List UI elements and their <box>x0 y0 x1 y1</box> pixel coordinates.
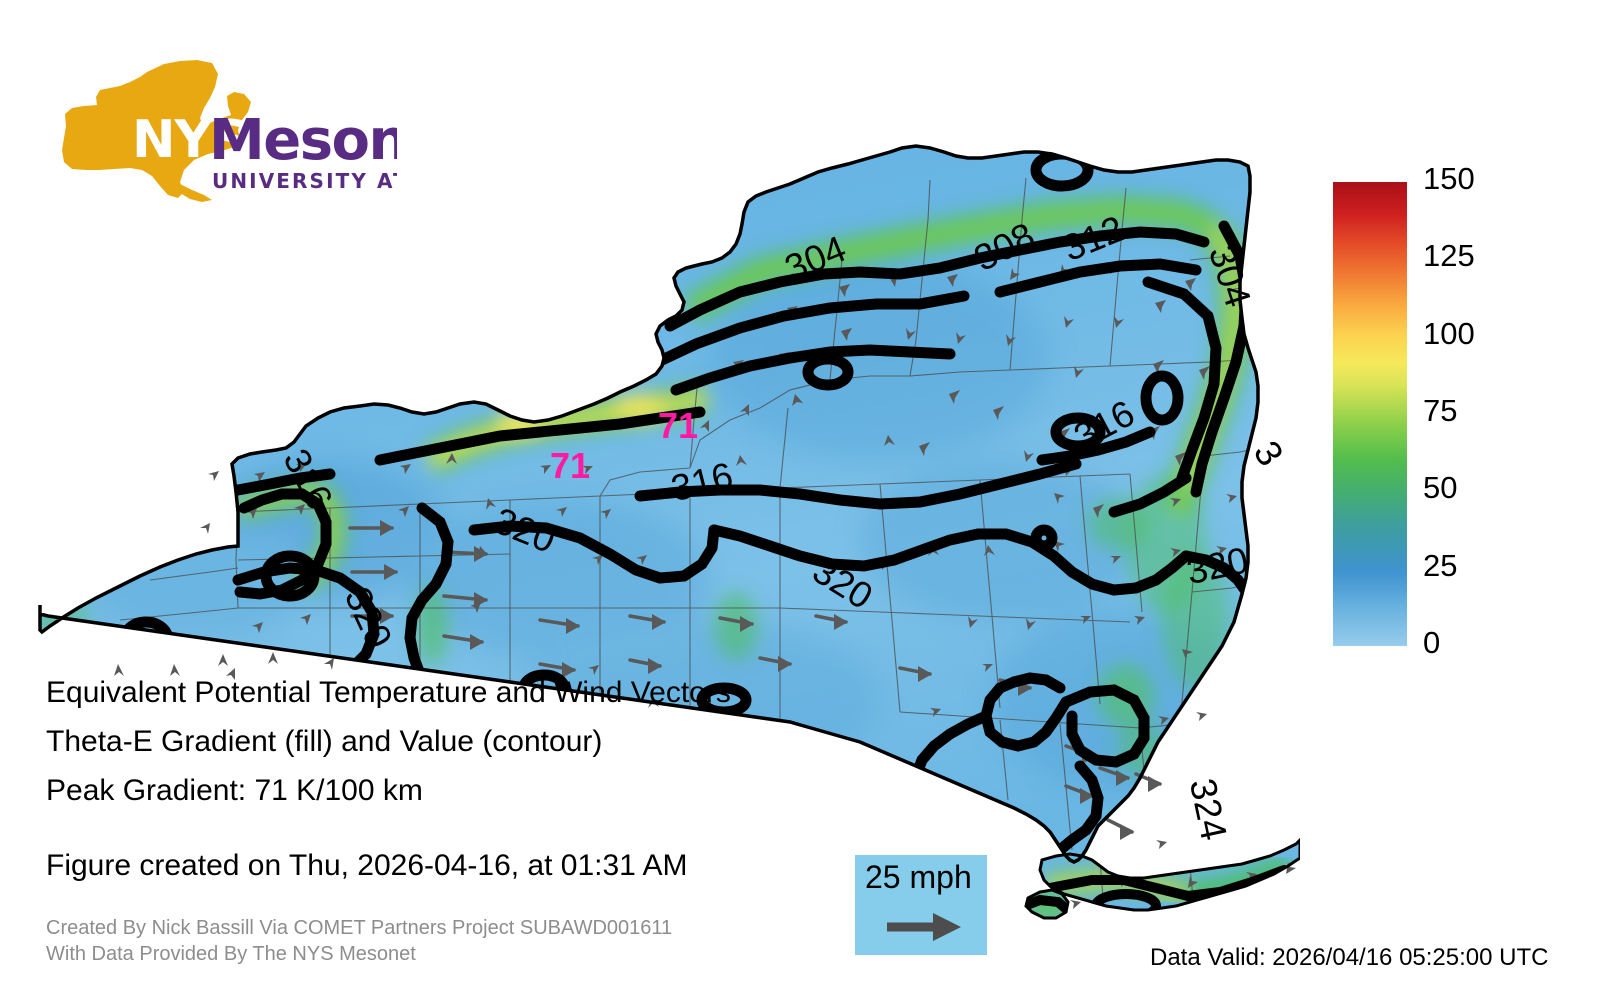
colorbar-tick-75: 75 <box>1423 393 1458 428</box>
contour-label-3-12: 3 <box>1246 434 1292 473</box>
credit-block: Created By Nick Bassill Via COMET Partne… <box>46 915 672 967</box>
theta-e-gradient-map: 304 308 312 304 316 316 316 320 320 320 320 324 3 71… <box>0 60 1300 940</box>
logo-nys-text: NYS <box>132 110 248 170</box>
figure-caption: Equivalent Potential Temperature and Win… <box>46 668 866 890</box>
caption-line-3-peak-gradient: Peak Gradient: 71 K/100 km <box>46 774 423 807</box>
caption-spacer <box>46 815 866 841</box>
nyc-contours <box>1026 894 1068 917</box>
logo-tagline-text: UNIVERSITY AT ALBANY <box>212 169 397 193</box>
colorbar-tick-25: 25 <box>1423 547 1458 583</box>
logo-mesonet-text: Mesonet <box>209 108 397 173</box>
caption-line-2: Theta-E Gradient (fill) and Value (conto… <box>46 725 603 758</box>
colorbar-tick-100: 100 <box>1423 315 1475 351</box>
new-york-state-silhouette-icon <box>62 60 251 202</box>
nys-mesonet-logo: NYS Mesonet UNIVERSITY AT ALBANY <box>52 52 397 212</box>
wind-speed-legend: 25 mph <box>855 855 987 955</box>
wind-legend-label: 25 mph <box>865 859 972 895</box>
county-boundaries <box>119 177 1258 851</box>
colorbar-tick-0: 0 <box>1423 625 1441 660</box>
figure-created-text: Figure created on Thu, 2026-04-16, at 01… <box>46 849 688 882</box>
caption-line-1: Equivalent Potential Temperature and Win… <box>46 676 731 709</box>
data-valid-text: Data Valid: 2026/04/16 05:25:00 UTC <box>1150 944 1549 971</box>
colorbar-tick-50: 50 <box>1423 470 1458 506</box>
peak-gradient-label-1: 71 <box>658 405 698 446</box>
colorbar-tick-125: 125 <box>1423 238 1475 274</box>
credit-line-2: With Data Provided By The NYS Mesonet <box>46 943 416 965</box>
logo-svg: NYS Mesonet UNIVERSITY AT ALBANY <box>62 60 397 202</box>
right-arrow-icon <box>887 913 961 941</box>
peak-gradient-label-0: 71 <box>550 445 590 486</box>
contour-label-324-11: 324 <box>1182 775 1235 844</box>
credit-line-1: Created By Nick Bassill Via COMET Partne… <box>46 917 673 939</box>
colorbar-tick-150: 150 <box>1423 161 1475 196</box>
gradient-colorbar <box>1333 182 1407 646</box>
peak-gradient-label-group: 71 71 <box>550 405 698 486</box>
